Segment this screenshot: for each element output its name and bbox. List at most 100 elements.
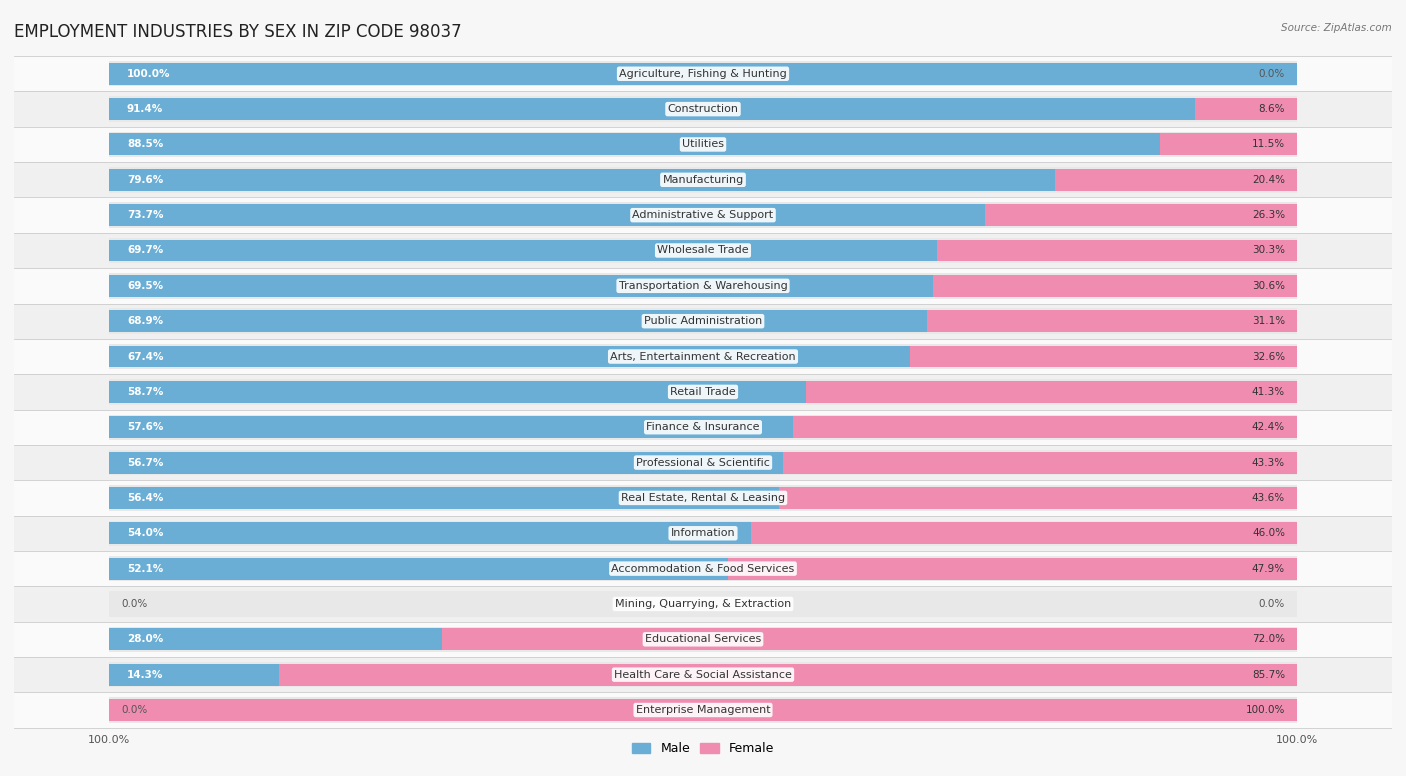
Text: 0.0%: 0.0%: [1258, 599, 1285, 609]
Bar: [14, 657, 1392, 692]
Text: 28.0%: 28.0%: [127, 634, 163, 644]
Text: Health Care & Social Assistance: Health Care & Social Assistance: [614, 670, 792, 680]
Text: 68.9%: 68.9%: [127, 316, 163, 326]
Bar: [14, 410, 1392, 445]
Text: 91.4%: 91.4%: [127, 104, 163, 114]
Bar: [110, 203, 1296, 228]
Text: 0.0%: 0.0%: [121, 599, 148, 609]
Bar: [110, 237, 1296, 263]
Bar: [14, 233, 1392, 268]
Bar: [779, 487, 1296, 509]
Bar: [110, 240, 936, 262]
Text: Wholesale Trade: Wholesale Trade: [657, 245, 749, 255]
Text: 57.6%: 57.6%: [127, 422, 163, 432]
Bar: [110, 310, 928, 332]
Text: Agriculture, Fishing & Hunting: Agriculture, Fishing & Hunting: [619, 69, 787, 78]
Bar: [14, 303, 1392, 339]
Bar: [14, 162, 1392, 197]
Bar: [110, 698, 1296, 722]
Bar: [14, 622, 1392, 657]
Text: 20.4%: 20.4%: [1251, 175, 1285, 185]
Text: Mining, Quarrying, & Extraction: Mining, Quarrying, & Extraction: [614, 599, 792, 609]
Text: Source: ZipAtlas.com: Source: ZipAtlas.com: [1281, 23, 1392, 33]
Bar: [110, 450, 1296, 475]
Bar: [110, 414, 1296, 440]
Text: 67.4%: 67.4%: [127, 352, 163, 362]
Text: 54.0%: 54.0%: [127, 528, 163, 539]
Text: 52.1%: 52.1%: [127, 563, 163, 573]
Text: Professional & Scientific: Professional & Scientific: [636, 458, 770, 468]
Text: 0.0%: 0.0%: [1258, 69, 1285, 78]
Bar: [751, 522, 1296, 544]
Bar: [110, 381, 807, 403]
Bar: [110, 556, 1296, 581]
Text: Construction: Construction: [668, 104, 738, 114]
Text: 69.5%: 69.5%: [127, 281, 163, 291]
Text: 43.6%: 43.6%: [1251, 493, 1285, 503]
Bar: [110, 379, 1296, 404]
Bar: [110, 416, 793, 438]
Bar: [110, 345, 910, 368]
Text: 11.5%: 11.5%: [1251, 140, 1285, 150]
Bar: [936, 240, 1296, 262]
Bar: [807, 381, 1296, 403]
Text: 8.6%: 8.6%: [1258, 104, 1285, 114]
Text: 30.3%: 30.3%: [1251, 245, 1285, 255]
Bar: [110, 96, 1296, 122]
Text: Information: Information: [671, 528, 735, 539]
Bar: [110, 629, 441, 650]
Text: 85.7%: 85.7%: [1251, 670, 1285, 680]
Bar: [110, 167, 1296, 192]
Bar: [783, 452, 1296, 473]
Text: 73.7%: 73.7%: [127, 210, 163, 220]
Bar: [14, 268, 1392, 303]
Bar: [110, 558, 728, 580]
Bar: [1054, 169, 1296, 191]
Text: 43.3%: 43.3%: [1251, 458, 1285, 468]
Text: 56.7%: 56.7%: [127, 458, 163, 468]
Bar: [110, 699, 1296, 721]
Text: 32.6%: 32.6%: [1251, 352, 1285, 362]
Text: 88.5%: 88.5%: [127, 140, 163, 150]
Bar: [110, 133, 1160, 155]
Text: Public Administration: Public Administration: [644, 316, 762, 326]
Text: Retail Trade: Retail Trade: [671, 387, 735, 397]
Bar: [110, 521, 1296, 546]
Text: EMPLOYMENT INDUSTRIES BY SEX IN ZIP CODE 98037: EMPLOYMENT INDUSTRIES BY SEX IN ZIP CODE…: [14, 23, 461, 41]
Text: 58.7%: 58.7%: [127, 387, 163, 397]
Bar: [110, 485, 1296, 511]
Text: Accommodation & Food Services: Accommodation & Food Services: [612, 563, 794, 573]
Bar: [110, 663, 278, 686]
Bar: [110, 273, 1296, 299]
Text: 42.4%: 42.4%: [1251, 422, 1285, 432]
Text: 41.3%: 41.3%: [1251, 387, 1285, 397]
Bar: [14, 197, 1392, 233]
Text: 0.0%: 0.0%: [121, 705, 148, 715]
Bar: [793, 416, 1296, 438]
Bar: [728, 558, 1296, 580]
Bar: [441, 629, 1296, 650]
Text: Finance & Insurance: Finance & Insurance: [647, 422, 759, 432]
Bar: [110, 132, 1296, 158]
Bar: [110, 522, 751, 544]
Bar: [110, 591, 1296, 617]
Text: Manufacturing: Manufacturing: [662, 175, 744, 185]
Bar: [110, 169, 1054, 191]
Bar: [14, 551, 1392, 587]
Text: 46.0%: 46.0%: [1251, 528, 1285, 539]
Bar: [110, 626, 1296, 652]
Bar: [14, 56, 1392, 92]
Bar: [14, 374, 1392, 410]
Bar: [110, 452, 783, 473]
Bar: [14, 126, 1392, 162]
Text: 30.6%: 30.6%: [1251, 281, 1285, 291]
Text: 26.3%: 26.3%: [1251, 210, 1285, 220]
Bar: [910, 345, 1296, 368]
Text: Enterprise Management: Enterprise Management: [636, 705, 770, 715]
Bar: [110, 309, 1296, 334]
Text: 100.0%: 100.0%: [1246, 705, 1285, 715]
Text: Arts, Entertainment & Recreation: Arts, Entertainment & Recreation: [610, 352, 796, 362]
Bar: [110, 98, 1195, 120]
Text: 79.6%: 79.6%: [127, 175, 163, 185]
Bar: [984, 204, 1296, 226]
